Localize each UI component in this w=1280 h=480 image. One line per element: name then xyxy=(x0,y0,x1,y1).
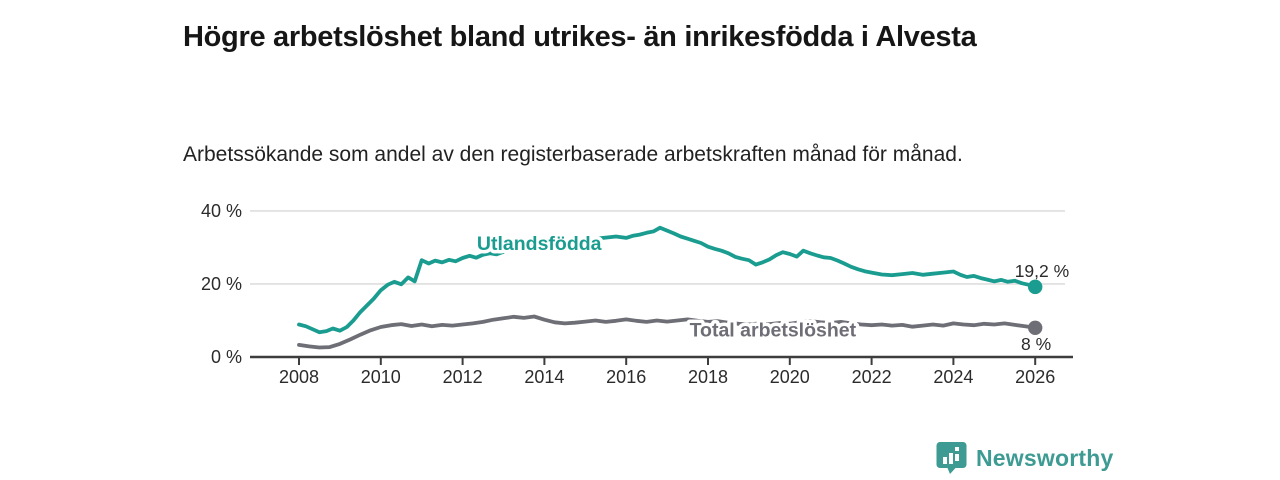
x-tick-label: 2010 xyxy=(361,367,401,387)
series-end-dot-total-arbetsl-shet xyxy=(1028,320,1043,335)
x-tick-label: 2018 xyxy=(688,367,728,387)
chart-subtitle: Arbetssökande som andel av den registerb… xyxy=(183,143,963,166)
x-tick-label: 2012 xyxy=(443,367,483,387)
y-tick-label: 40 % xyxy=(201,201,242,221)
brand-name: Newsworthy xyxy=(976,444,1114,471)
newsworthy-logo[interactable]: Newsworthy xyxy=(936,441,1113,475)
chart-title: Högre arbetslöshet bland utrikes- än inr… xyxy=(183,21,977,54)
series-end-value-utlandsf-dda: 19,2 % xyxy=(1015,261,1069,281)
series-line-total-arbetsl-shet xyxy=(297,314,1038,350)
y-tick-label: 0 % xyxy=(211,347,242,367)
series-end-value-total-arbetsl-shet: 8 % xyxy=(1021,334,1051,354)
x-tick-label: 2020 xyxy=(770,367,810,387)
x-tick-label: 2014 xyxy=(524,367,564,387)
series-line-utlandsf-dda xyxy=(297,225,1038,335)
x-tick-label: 2024 xyxy=(933,367,973,387)
x-tick-label: 2022 xyxy=(852,367,892,387)
x-tick-label: 2016 xyxy=(606,367,646,387)
series-name-label-utlandsf-dda: Utlandsfödda xyxy=(477,233,602,255)
x-tick-label: 2008 xyxy=(279,367,319,387)
series-end-dot-utlandsf-dda xyxy=(1028,279,1043,295)
newsworthy-bubble-chart-icon xyxy=(936,442,967,474)
y-tick-label: 20 % xyxy=(201,274,242,294)
x-tick-label: 2026 xyxy=(1015,367,1055,387)
line-chart: 2008 2010 2012 2014 2016 2018 2020 2022 2024 2026… xyxy=(201,201,1073,387)
series-name-label-total-arbetsl-shet: Total arbetslöshet xyxy=(690,320,857,342)
